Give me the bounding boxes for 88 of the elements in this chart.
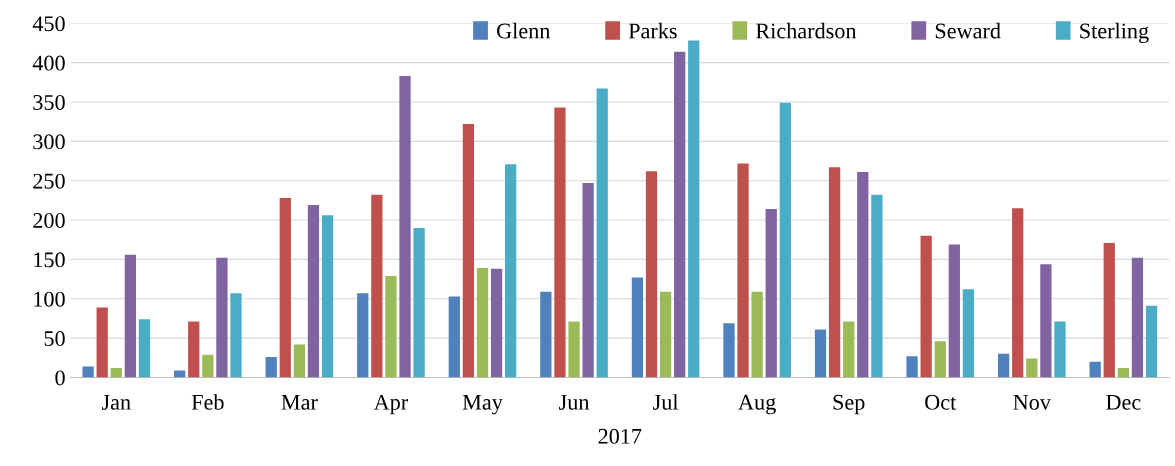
- bar: [1089, 361, 1101, 378]
- bar: [659, 291, 672, 378]
- x-tick-label: May: [462, 394, 503, 415]
- bar: [674, 51, 686, 378]
- bar: [265, 357, 277, 378]
- bar: [906, 356, 918, 378]
- bar: [1040, 264, 1052, 378]
- bar: [202, 354, 214, 378]
- bar: [385, 275, 397, 378]
- x-tick-label: Sep: [833, 394, 865, 415]
- bar: [582, 183, 594, 378]
- bar: [631, 277, 644, 378]
- bar: [765, 209, 777, 378]
- bar: [279, 198, 291, 378]
- bar: [1012, 208, 1024, 378]
- x-tick-label: Jul: [653, 394, 679, 410]
- y-tick-label: 50: [44, 331, 65, 347]
- bar: [307, 205, 320, 378]
- legend-label: Seward: [935, 22, 1001, 39]
- y-tick-label: 450: [32, 16, 65, 32]
- y-tick-label: 150: [34, 252, 65, 268]
- bar: [124, 254, 136, 378]
- bar: [1117, 368, 1129, 378]
- bar: [321, 215, 334, 378]
- bar: [413, 227, 425, 378]
- legend-label: Sterling: [1080, 22, 1149, 44]
- bar: [540, 291, 552, 378]
- bar: [596, 88, 608, 378]
- bar: [96, 307, 108, 378]
- x-tick-label: Jun: [559, 394, 590, 410]
- bar: [448, 296, 460, 378]
- bar: [554, 107, 566, 378]
- y-tick-label: 300: [33, 134, 65, 150]
- y-tick-label: 0: [55, 370, 65, 386]
- x-tick-label: Oct: [925, 394, 957, 410]
- bar: [230, 293, 242, 378]
- x-tick-label: Jan: [101, 394, 131, 410]
- bar: [934, 341, 946, 378]
- bar: [216, 257, 228, 378]
- bar: [462, 124, 475, 378]
- x-axis-title: 2017: [598, 428, 642, 444]
- bar: [857, 172, 869, 378]
- bar: [1026, 358, 1038, 378]
- x-tick-label: Nov: [1013, 394, 1051, 410]
- bar: [688, 40, 700, 378]
- x-tick-label: Feb: [191, 394, 224, 410]
- bar: [645, 171, 658, 378]
- legend-label: Parks: [628, 22, 677, 39]
- bar: [490, 268, 503, 378]
- bar: [188, 321, 200, 378]
- bar: [751, 291, 763, 378]
- x-tick-label: Apr: [373, 394, 409, 415]
- bar: [920, 235, 932, 378]
- bar: [1145, 305, 1158, 378]
- bar: [399, 76, 411, 378]
- bar: [997, 353, 1010, 378]
- y-tick-label: 350: [33, 94, 65, 110]
- bar: [843, 321, 855, 378]
- y-tick-label: 250: [33, 173, 65, 189]
- bar: [293, 344, 306, 378]
- bar: [568, 321, 580, 378]
- bar: [357, 293, 369, 378]
- bar: [962, 289, 975, 378]
- x-tick-label: Dec: [1106, 394, 1141, 410]
- bar: [723, 323, 735, 378]
- bar: [814, 329, 827, 378]
- bar: [1131, 257, 1144, 378]
- bar: [505, 164, 517, 378]
- legend-label: Glenn: [497, 22, 551, 39]
- y-tick-label: 200: [33, 212, 65, 228]
- x-tick-label: Aug: [738, 394, 776, 415]
- bar: [1103, 242, 1115, 378]
- bar: [174, 370, 186, 378]
- bar: [138, 319, 151, 378]
- bar: [371, 194, 383, 378]
- bar: [779, 102, 791, 378]
- bar: [871, 194, 883, 378]
- y-tick-label: 400: [32, 55, 65, 71]
- bar: [82, 366, 94, 378]
- bar: [737, 163, 749, 378]
- bar: [828, 167, 841, 378]
- bar: [476, 268, 489, 378]
- bar: [110, 368, 122, 378]
- legend-label: Richardson: [755, 22, 857, 39]
- x-tick-label: Mar: [281, 394, 318, 410]
- y-tick-label: 100: [34, 291, 65, 307]
- bar: [1054, 321, 1066, 378]
- bar: [948, 244, 960, 378]
